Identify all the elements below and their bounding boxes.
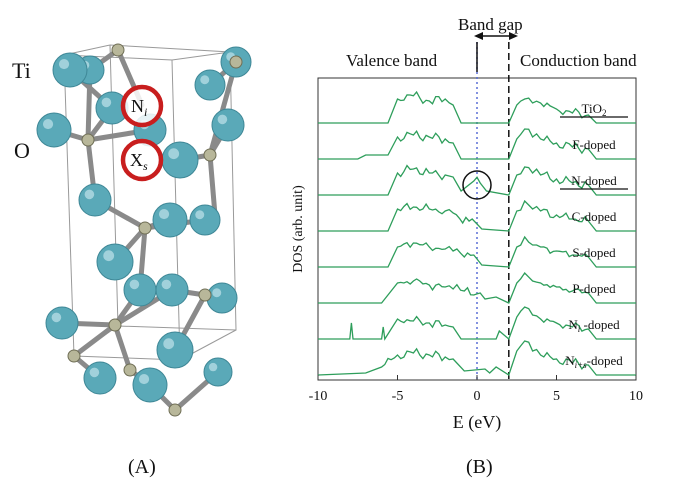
ti-atom [96,243,134,281]
ti-atom [189,204,221,236]
ti-atom-highlight [161,279,172,290]
o-atoms [67,43,243,417]
ti-atom-highlight [129,279,140,290]
o-atom [203,148,217,162]
ti-atom-highlight [51,312,62,323]
o-atom [81,133,95,147]
ti-atoms [36,46,252,403]
series-label: Ni -doped [568,317,620,334]
dos-series-line [318,271,636,304]
series-label: S-doped [572,245,616,260]
ti-atom [132,367,168,403]
substitutional-site-label: Xs [130,150,148,173]
n-doped-gap-state-circle [462,170,492,200]
ti-atom [45,306,79,340]
ti-atom [123,273,157,307]
crystal-structure-panel: Ni Xs Ti O (A) [12,43,252,478]
ti-atom-highlight [84,189,95,200]
ti-atom [52,52,88,88]
ti-atom [155,273,189,307]
y-axis-label: DOS (arb. unit) [291,185,306,273]
dos-series-line [318,128,636,160]
dos-series-line [318,164,636,196]
ti-atom [156,331,194,369]
o-atom [138,221,152,235]
band-gap-arrow-left-head [474,32,483,40]
o-label: O [14,138,30,163]
ti-atom-highlight [195,210,205,220]
ti-atom [161,141,199,179]
x-tick-label: 10 [629,389,643,404]
ti-atom-highlight [101,97,112,108]
o-atom [168,403,182,417]
series-label: N-doped [571,173,617,188]
o-atom [123,363,137,377]
ti-atom-highlight [103,250,115,262]
dos-series-line [318,199,636,232]
o-atom [67,349,81,363]
o-atom [198,288,212,302]
series-label: C-doped [572,209,617,224]
band-gap-arrow-right-head [509,32,518,40]
ti-label: Ti [12,58,31,83]
series-label: TiO2 [582,101,607,118]
o-atom [108,318,122,332]
ti-atom-highlight [42,118,54,130]
panel-b-caption: (B) [466,456,493,478]
o-atom [229,55,243,69]
ti-atom [211,108,245,142]
ti-atom [206,282,238,314]
dos-chart-panel: Band gap Valence band Conduction band Ti… [291,15,643,478]
conduction-band-label: Conduction band [520,51,637,70]
x-axis-ticks: -10 -5 0 5 10 [309,375,643,404]
ti-atom-highlight [168,148,180,160]
o-atom [111,43,125,57]
ti-atom-highlight [58,58,70,70]
panel-a-caption: (A) [128,456,156,478]
ti-atom [203,357,233,387]
series-label: Ni+s-doped [565,353,623,370]
interstitial-site-marker [120,84,164,128]
x-tick-label: -5 [392,389,404,404]
ti-atom-highlight [217,114,228,125]
x-axis-label: E (eV) [453,412,501,433]
ti-atom-highlight [212,288,222,298]
dos-series-line [318,235,636,268]
ti-atom-highlight [158,208,170,220]
dos-series: TiO2 F-doped N-doped C-doped S-doped P-doped N… [317,90,636,376]
ti-atom [83,361,117,395]
band-gap-label: Band gap [458,15,523,34]
dos-series-line [318,90,636,124]
x-tick-label: -10 [309,389,328,404]
valence-band-label: Valence band [346,51,438,70]
ti-atom-highlight [208,362,218,372]
dos-series-line [317,340,636,376]
interstitial-site-label: Ni [131,96,147,119]
ti-atom [152,202,188,238]
series-label: F-doped [572,137,616,152]
ti-atom [78,183,112,217]
ti-atom-highlight [200,75,210,85]
substitutional-site-marker [120,138,164,182]
ti-atom [194,69,226,101]
x-tick-label: 5 [553,389,560,404]
x-tick-label: 0 [474,389,481,404]
ti-atom-highlight [138,373,150,385]
ti-atom-highlight [163,338,175,350]
ti-atom-highlight [89,367,100,378]
ti-atom [36,112,72,148]
series-label: P-doped [572,281,616,296]
dos-series-line [318,306,636,341]
